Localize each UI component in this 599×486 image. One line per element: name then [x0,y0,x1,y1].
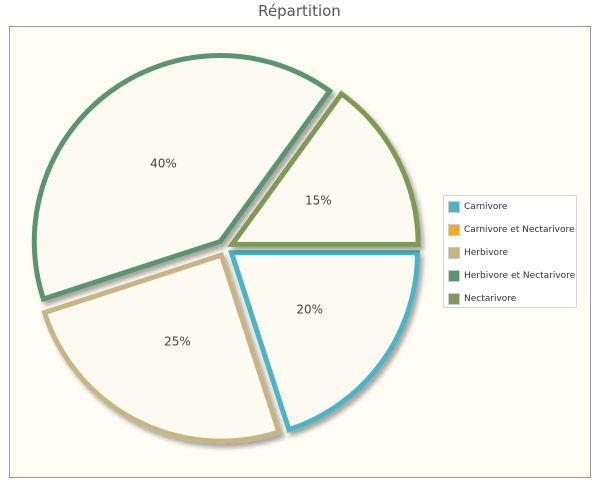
pie-slice-herbivore[interactable] [41,251,282,444]
pie-slice-herbivore-et-nectarivore[interactable] [31,53,334,303]
legend-label: Nectarivore [464,294,517,304]
legend-item[interactable]: Carnivore [448,200,507,214]
legend-swatch [448,224,460,236]
legend-swatch [448,201,460,213]
legend-item[interactable]: Carnivore et Nectarivore [448,223,575,237]
legend-swatch [448,293,460,305]
pie-slice-carnivore[interactable] [228,250,420,433]
pie-slice-nectarivore[interactable] [227,90,421,247]
legend: Carnivore Carnivore et Nectarivore Herbivo… [443,195,577,308]
slice-label: 20% [296,303,323,317]
legend-item[interactable]: Nectarivore [448,292,516,306]
slice-label: 15% [305,193,332,207]
legend-item[interactable]: Herbivore [448,246,508,260]
legend-swatch [448,270,460,282]
slice-label: 40% [150,156,177,170]
legend-label: Herbivore [464,248,509,258]
legend-item[interactable]: Herbivore et Nectarivore [448,269,575,283]
slice-label: 25% [164,334,191,348]
legend-label: Herbivore et Nectarivore [464,271,576,281]
legend-label: Carnivore [464,202,508,212]
legend-swatch [448,247,460,259]
chart-title: Répartition [258,2,341,20]
legend-label: Carnivore et Nectarivore [464,225,575,235]
